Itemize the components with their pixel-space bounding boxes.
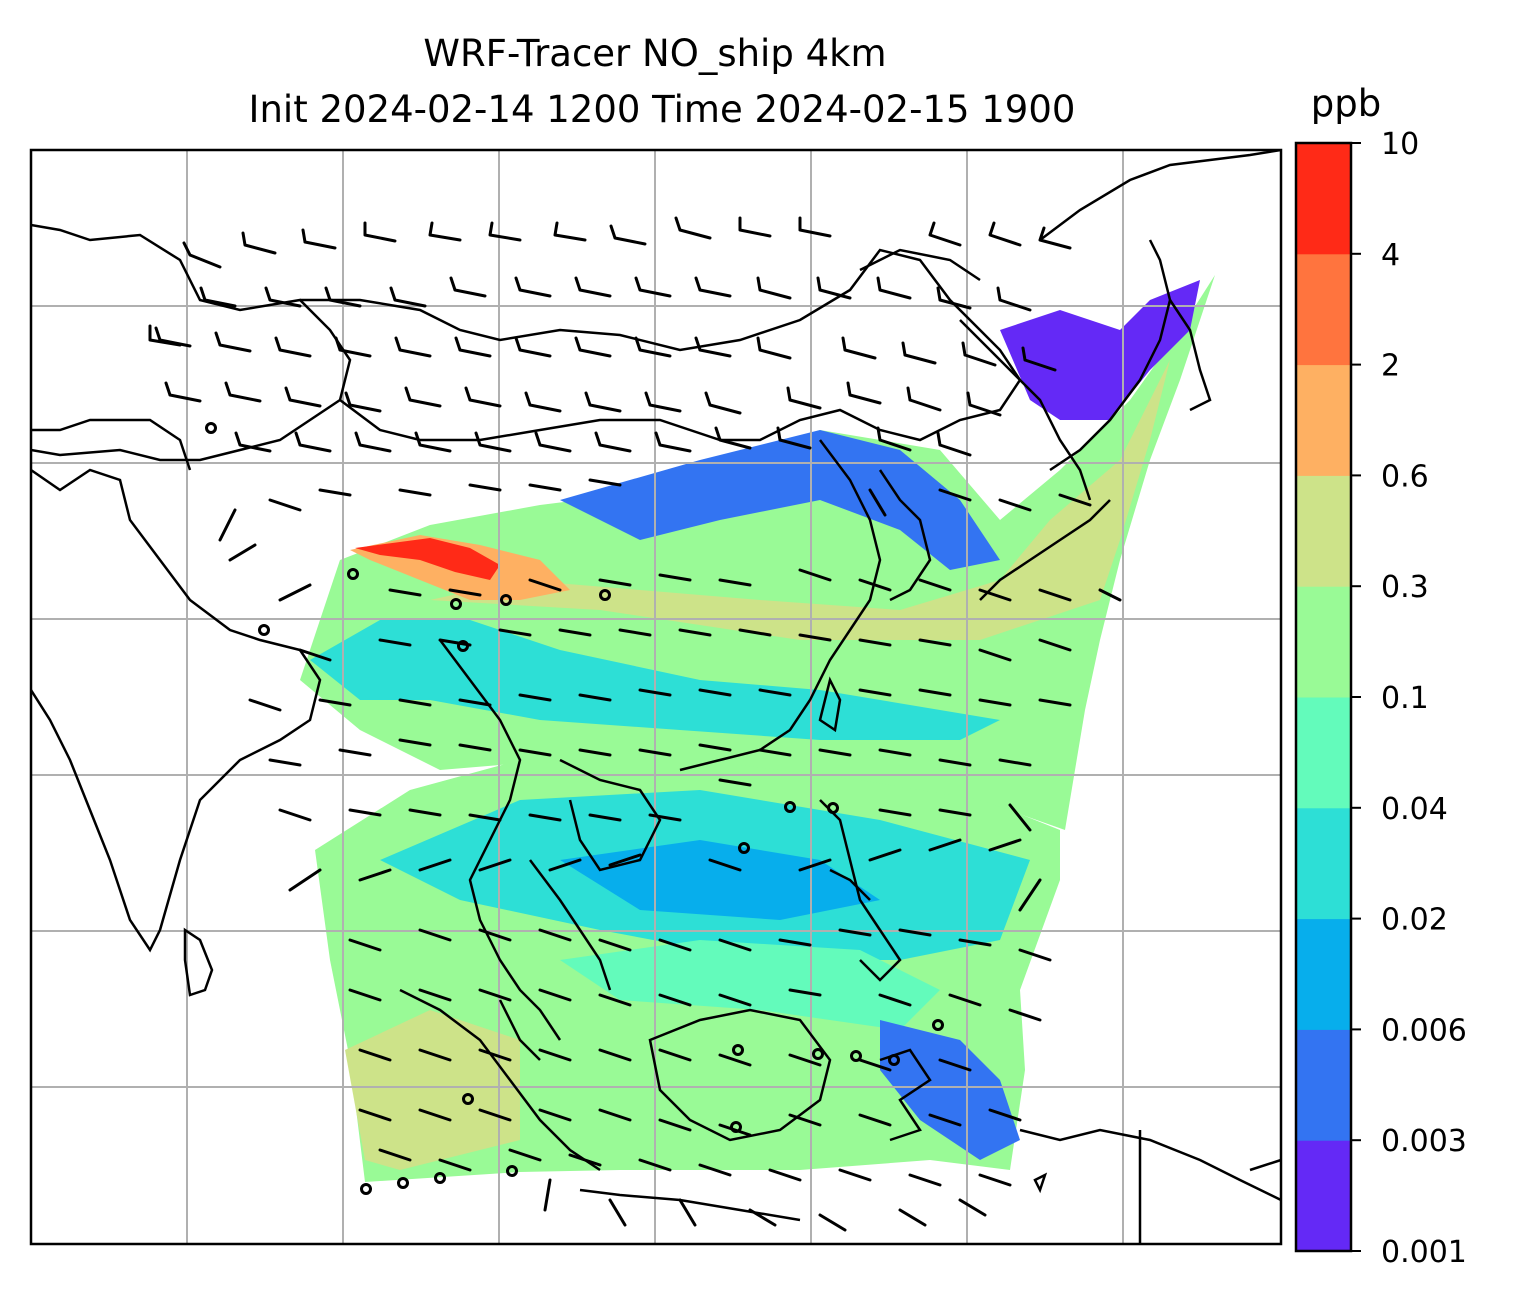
title-line-2: Init 2024-02-14 1200 Time 2024-02-15 190… xyxy=(249,88,1076,131)
colorbar-tick-label: 0.001 xyxy=(1381,1235,1467,1270)
colorbar-tick-label: 0.02 xyxy=(1381,903,1448,938)
colorbar-swatch xyxy=(1296,364,1351,476)
colorbar: ppb 0.001 0.003 0.006 0.02 0.04 0.1 0.3 0.6 2 4 10 xyxy=(1294,82,1467,1270)
wind-barbs xyxy=(148,216,1122,1232)
tracer-region-north-edge xyxy=(560,430,1000,570)
colorbar-swatch xyxy=(1296,1140,1351,1252)
tracer-region-ne-fringe xyxy=(1000,280,1200,420)
colorbar-tick-label: 0.1 xyxy=(1381,681,1429,716)
colorbar-unit-label: ppb xyxy=(1311,82,1381,125)
tracer-region-south-edge xyxy=(880,1020,1020,1160)
tracer-field xyxy=(300,275,1215,1182)
colorbar-swatch xyxy=(1296,475,1351,587)
colorbar-swatch xyxy=(1296,1029,1351,1141)
coastlines xyxy=(31,150,1281,1244)
colorbar-tick-label: 4 xyxy=(1381,238,1400,273)
colorbar-tick-label: 0.6 xyxy=(1381,459,1429,494)
colorbar-tick-label: 10 xyxy=(1381,127,1419,162)
calm-markers xyxy=(205,422,944,1195)
map-frame xyxy=(29,148,1283,1246)
colorbar-swatch xyxy=(1296,918,1351,1030)
colorbar-swatches xyxy=(1296,143,1351,1252)
map-panel xyxy=(29,148,1283,1246)
colorbar-tick-label: 0.003 xyxy=(1381,1124,1467,1159)
tracer-region-sw-high xyxy=(345,1010,520,1170)
colorbar-swatch xyxy=(1296,586,1351,698)
colorbar-ticks: 0.001 0.003 0.006 0.02 0.04 0.1 0.3 0.6 2 4 10 xyxy=(1351,127,1467,1270)
colorbar-tick-label: 0.006 xyxy=(1381,1013,1467,1048)
colorbar-tick-label: 2 xyxy=(1381,349,1400,384)
colorbar-tick-label: 0.3 xyxy=(1381,570,1429,605)
colorbar-swatch xyxy=(1296,807,1351,920)
title-line-1: WRF-Tracer NO_ship 4km xyxy=(423,32,886,75)
colorbar-swatch xyxy=(1296,253,1351,366)
tracer-region-red xyxy=(355,538,500,580)
colorbar-swatch xyxy=(1296,143,1351,255)
colorbar-tick-label: 0.04 xyxy=(1381,792,1448,827)
colorbar-swatch xyxy=(1296,697,1351,809)
